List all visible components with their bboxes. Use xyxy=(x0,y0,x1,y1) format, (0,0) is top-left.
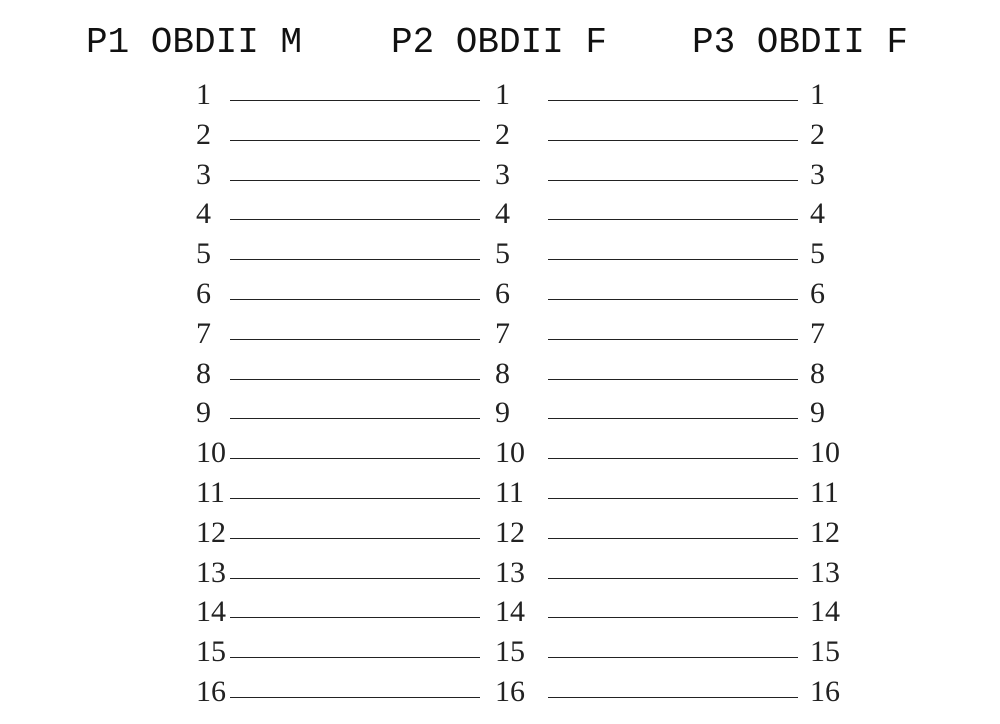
p2-pin-label: 12 xyxy=(495,515,525,549)
p3-pin-label: 3 xyxy=(810,157,825,191)
p2-pin-label: 6 xyxy=(495,277,510,310)
p3-pin-label: 1 xyxy=(810,78,825,111)
p2-pin-label: 8 xyxy=(495,356,510,390)
p1-pin-label: 9 xyxy=(196,396,211,430)
p2-pin-label: 4 xyxy=(495,197,510,231)
p3-pin-label: 16 xyxy=(810,675,840,708)
wire-p2-p3 xyxy=(548,179,798,181)
p3-pin-label: 14 xyxy=(810,595,840,629)
p3-pin-label: 4 xyxy=(810,197,825,231)
wire-p2-p3 xyxy=(548,697,798,698)
wire-p2-p3 xyxy=(548,139,798,141)
wire-p2-p3 xyxy=(548,378,798,380)
wire-p2-p3 xyxy=(548,100,798,101)
p2-pin-label: 1 xyxy=(495,78,510,111)
wire-p1-p2 xyxy=(230,139,480,141)
p3-pin-label: 5 xyxy=(810,237,825,271)
wire-p1-p2 xyxy=(230,100,480,101)
p3-pin-label: 6 xyxy=(810,277,825,310)
p2-pin-label: 11 xyxy=(495,476,524,509)
p1-pin-label: 8 xyxy=(196,356,211,390)
wire-p1-p2 xyxy=(230,657,480,659)
wire-p2-p3 xyxy=(548,577,798,579)
p3-pin-label: 7 xyxy=(810,316,825,350)
wire-p2-p3 xyxy=(548,657,798,659)
p3-pin-label: 13 xyxy=(810,555,840,589)
wire-p1-p2 xyxy=(230,617,480,619)
wire-p1-p2 xyxy=(230,697,480,698)
p1-pin-label: 14 xyxy=(196,595,226,629)
wire-p2-p3 xyxy=(548,498,798,499)
wire-p1-p2 xyxy=(230,577,480,579)
p3-pin-label: 8 xyxy=(810,356,825,390)
p1-pin-label: 1 xyxy=(196,78,211,111)
p1-pin-label: 7 xyxy=(196,316,211,350)
p1-pin-label: 4 xyxy=(196,197,211,231)
p1-pin-label: 12 xyxy=(196,515,226,549)
wire-p2-p3 xyxy=(548,537,798,539)
wire-p1-p2 xyxy=(230,537,480,539)
p3-pin-label: 9 xyxy=(810,396,825,430)
wire-p2-p3 xyxy=(548,418,798,420)
p2-pin-label: 14 xyxy=(495,595,525,629)
p1-pin-label: 11 xyxy=(196,476,225,509)
wire-p1-p2 xyxy=(230,418,480,420)
p1-pin-label: 10 xyxy=(196,436,226,470)
wire-p1-p2 xyxy=(230,458,480,460)
wire-p2-p3 xyxy=(548,219,798,221)
p3-pin-label: 12 xyxy=(810,515,840,549)
wire-p2-p3 xyxy=(548,259,798,261)
p2-pin-label: 10 xyxy=(495,436,525,470)
p2-pin-label: 5 xyxy=(495,237,510,271)
wire-p1-p2 xyxy=(230,338,480,340)
wire-p1-p2 xyxy=(230,259,480,261)
wire-p1-p2 xyxy=(230,219,480,221)
p1-pin-label: 6 xyxy=(196,277,211,310)
wire-p2-p3 xyxy=(548,338,798,340)
p3-pin-label: 11 xyxy=(810,476,839,509)
p2-pin-label: 2 xyxy=(495,117,510,151)
wire-p1-p2 xyxy=(230,498,480,499)
header-p2: P2 OBDII F xyxy=(391,22,608,63)
wire-p1-p2 xyxy=(230,378,480,380)
wire-p2-p3 xyxy=(548,617,798,619)
p1-pin-label: 3 xyxy=(196,157,211,191)
p2-pin-label: 7 xyxy=(495,316,510,350)
p3-pin-label: 2 xyxy=(810,117,825,151)
p2-pin-label: 16 xyxy=(495,675,525,708)
p1-pin-label: 15 xyxy=(196,635,226,669)
p1-pin-label: 5 xyxy=(196,237,211,271)
p1-pin-label: 13 xyxy=(196,555,226,589)
wire-p2-p3 xyxy=(548,458,798,460)
p3-pin-label: 10 xyxy=(810,436,840,470)
header-p1: P1 OBDII M xyxy=(86,22,303,63)
wire-p2-p3 xyxy=(548,299,798,300)
p2-pin-label: 13 xyxy=(495,555,525,589)
header-p3: P3 OBDII F xyxy=(692,22,909,63)
wire-p1-p2 xyxy=(230,179,480,181)
p3-pin-label: 15 xyxy=(810,635,840,669)
p1-pin-label: 2 xyxy=(196,117,211,151)
p2-pin-label: 15 xyxy=(495,635,525,669)
wire-p1-p2 xyxy=(230,299,480,300)
p1-pin-label: 16 xyxy=(196,675,226,708)
p2-pin-label: 9 xyxy=(495,396,510,430)
p2-pin-label: 3 xyxy=(495,157,510,191)
